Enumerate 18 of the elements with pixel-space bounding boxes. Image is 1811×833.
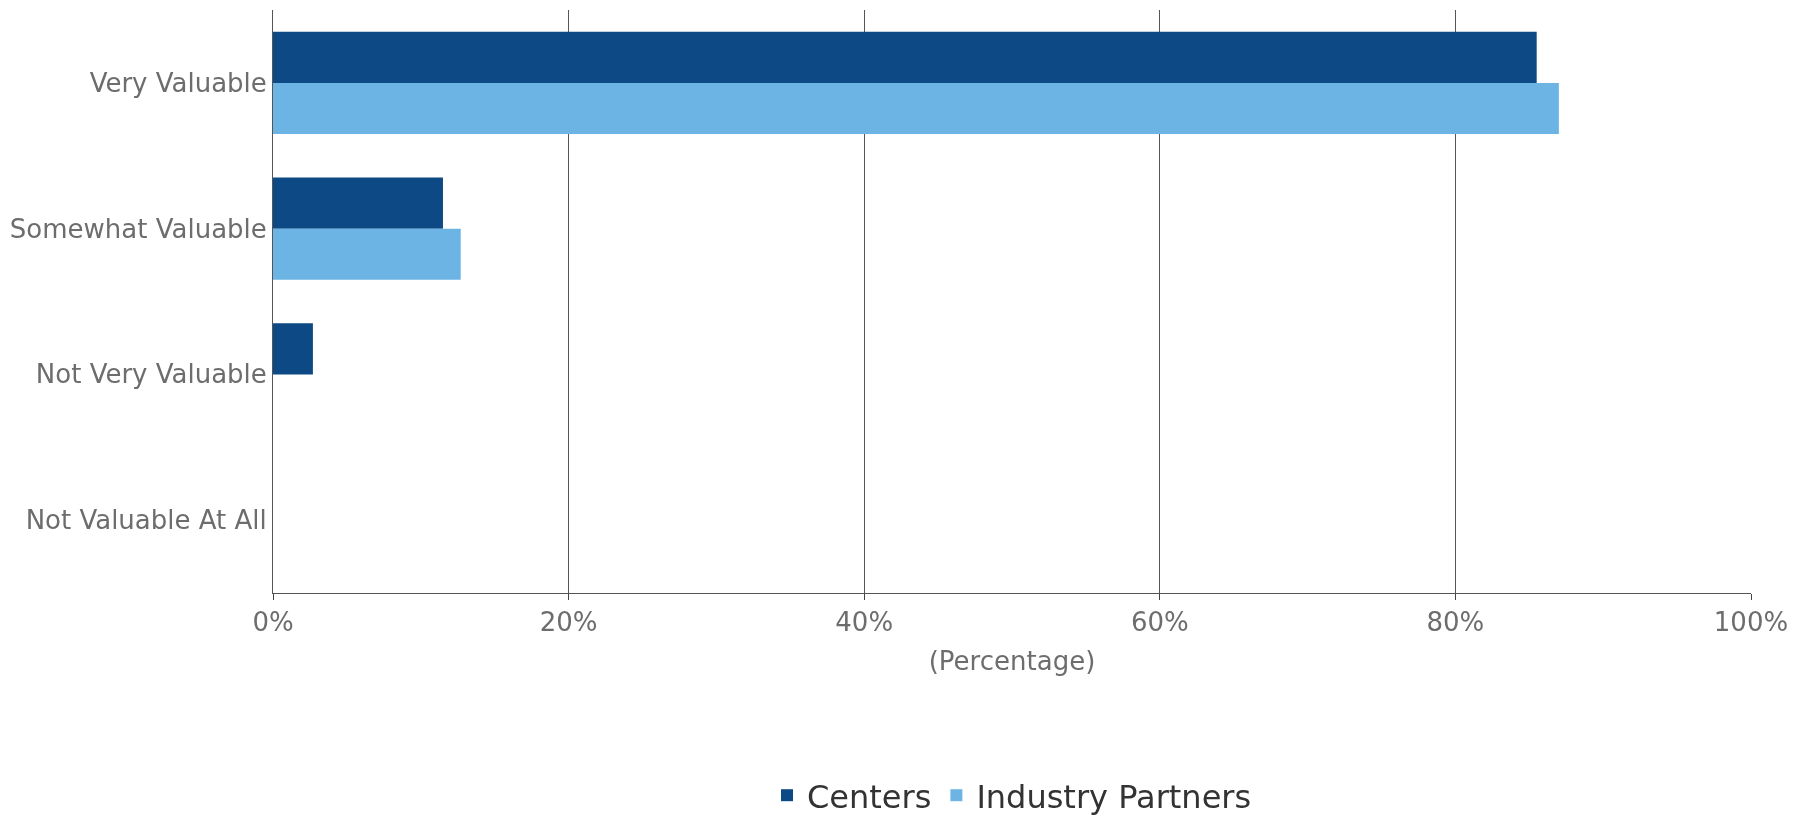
x-tick-label: 40%	[835, 607, 894, 638]
y-tick-label: Very Valuable	[89, 67, 267, 98]
legend-label: Industry Partners	[976, 777, 1252, 816]
x-tick-label: 20%	[539, 607, 598, 638]
bar	[273, 177, 443, 229]
x-axis-title: (Percentage)	[928, 645, 1096, 676]
x-tick-label: 0%	[252, 607, 294, 638]
bar	[273, 323, 313, 375]
y-tick-label: Somewhat Valuable	[9, 213, 267, 244]
x-tick-label: 100%	[1713, 607, 1789, 638]
bar	[273, 31, 1537, 83]
bar	[273, 228, 461, 280]
legend-label: Centers	[807, 777, 932, 816]
y-tick-label: Not Very Valuable	[35, 359, 267, 390]
x-tick-label: 80%	[1426, 607, 1485, 638]
x-tick-label: 60%	[1130, 607, 1189, 638]
bar	[273, 82, 1559, 134]
y-tick-label: Not Valuable At All	[25, 505, 267, 536]
